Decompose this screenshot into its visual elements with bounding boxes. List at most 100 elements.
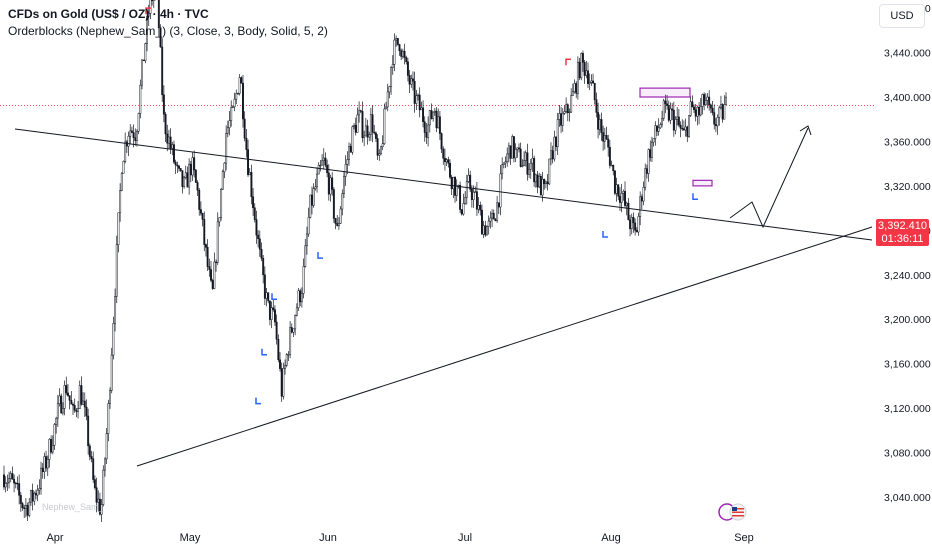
candle[interactable] [680,121,681,137]
candle[interactable] [296,303,297,316]
candle[interactable] [72,402,73,415]
symbol-title[interactable]: CFDs on Gold (US$ / OZ) · 4h · TVC [8,6,328,23]
candle[interactable] [569,108,570,121]
candle[interactable] [305,239,306,268]
candle[interactable] [271,301,272,328]
candle[interactable] [182,170,183,193]
candle[interactable] [180,168,181,171]
candle[interactable] [55,417,56,434]
candle[interactable] [222,170,223,190]
candle[interactable] [641,194,642,209]
candle[interactable] [236,90,237,105]
candle[interactable] [695,104,696,121]
candle[interactable] [284,360,285,375]
candle[interactable] [601,113,602,141]
candle[interactable] [163,85,164,122]
candle[interactable] [436,107,437,132]
candle[interactable] [552,146,553,164]
candle[interactable] [274,305,275,326]
candle[interactable] [291,323,292,333]
candle[interactable] [676,107,677,125]
candle[interactable] [18,475,19,505]
candle[interactable] [187,166,188,187]
candle[interactable] [367,120,368,145]
candle[interactable] [446,158,447,166]
candle[interactable] [259,231,260,257]
candle[interactable] [227,121,228,138]
candle[interactable] [140,80,141,119]
candle[interactable] [252,188,253,216]
candle[interactable] [114,289,115,332]
candle[interactable] [195,169,196,183]
candle[interactable] [333,187,334,223]
candle[interactable] [468,168,469,183]
candle[interactable] [212,279,213,290]
candle[interactable] [242,75,243,128]
candle[interactable] [692,95,693,107]
candle[interactable] [431,104,432,120]
candle[interactable] [714,104,715,129]
candle[interactable] [345,155,346,186]
candle[interactable] [515,143,516,162]
candle[interactable] [650,140,651,161]
candle[interactable] [443,146,444,165]
candle[interactable] [422,100,423,127]
candle[interactable] [246,129,247,158]
candle[interactable] [29,498,30,517]
candle[interactable] [643,182,644,206]
candle[interactable] [591,74,592,86]
candle[interactable] [412,71,413,90]
candle[interactable] [143,60,144,61]
candle[interactable] [249,168,250,175]
candle[interactable] [645,164,646,191]
candle[interactable] [343,171,344,198]
candle[interactable] [254,203,255,222]
candle[interactable] [483,221,484,238]
candle[interactable] [469,171,470,192]
candle[interactable] [45,451,46,472]
candle[interactable] [192,152,193,181]
candle[interactable] [320,160,321,171]
candle[interactable] [607,135,608,157]
candle[interactable] [419,87,420,117]
candle[interactable] [416,90,417,110]
candle[interactable] [89,444,90,461]
candle[interactable] [331,172,332,196]
candle[interactable] [64,381,65,416]
candle[interactable] [13,475,14,493]
candle[interactable] [712,101,713,115]
candle[interactable] [655,121,656,145]
candle[interactable] [577,56,578,99]
candle[interactable] [278,334,279,362]
candle[interactable] [550,142,551,165]
candle[interactable] [219,217,220,226]
projection-arrow[interactable] [730,126,811,227]
candle[interactable] [71,391,72,404]
candle[interactable] [576,81,577,98]
candle[interactable] [495,218,496,221]
candle[interactable] [136,129,137,146]
candle[interactable] [562,108,563,132]
candle[interactable] [486,225,487,235]
candle[interactable] [377,134,378,160]
candle[interactable] [241,76,242,83]
candle[interactable] [528,163,529,178]
candle[interactable] [490,211,491,228]
candle[interactable] [527,144,528,181]
candle[interactable] [510,145,511,165]
candle[interactable] [663,99,664,121]
candle[interactable] [594,83,595,105]
candle[interactable] [390,66,391,95]
candle[interactable] [651,137,652,162]
candle[interactable] [496,196,497,223]
candle[interactable] [372,105,373,142]
candle[interactable] [448,157,449,168]
candle[interactable] [232,105,233,108]
candle[interactable] [111,348,112,393]
candle[interactable] [225,125,226,170]
candle[interactable] [340,206,341,224]
candle[interactable] [121,172,122,191]
candle[interactable] [491,209,492,227]
candle[interactable] [269,301,270,326]
